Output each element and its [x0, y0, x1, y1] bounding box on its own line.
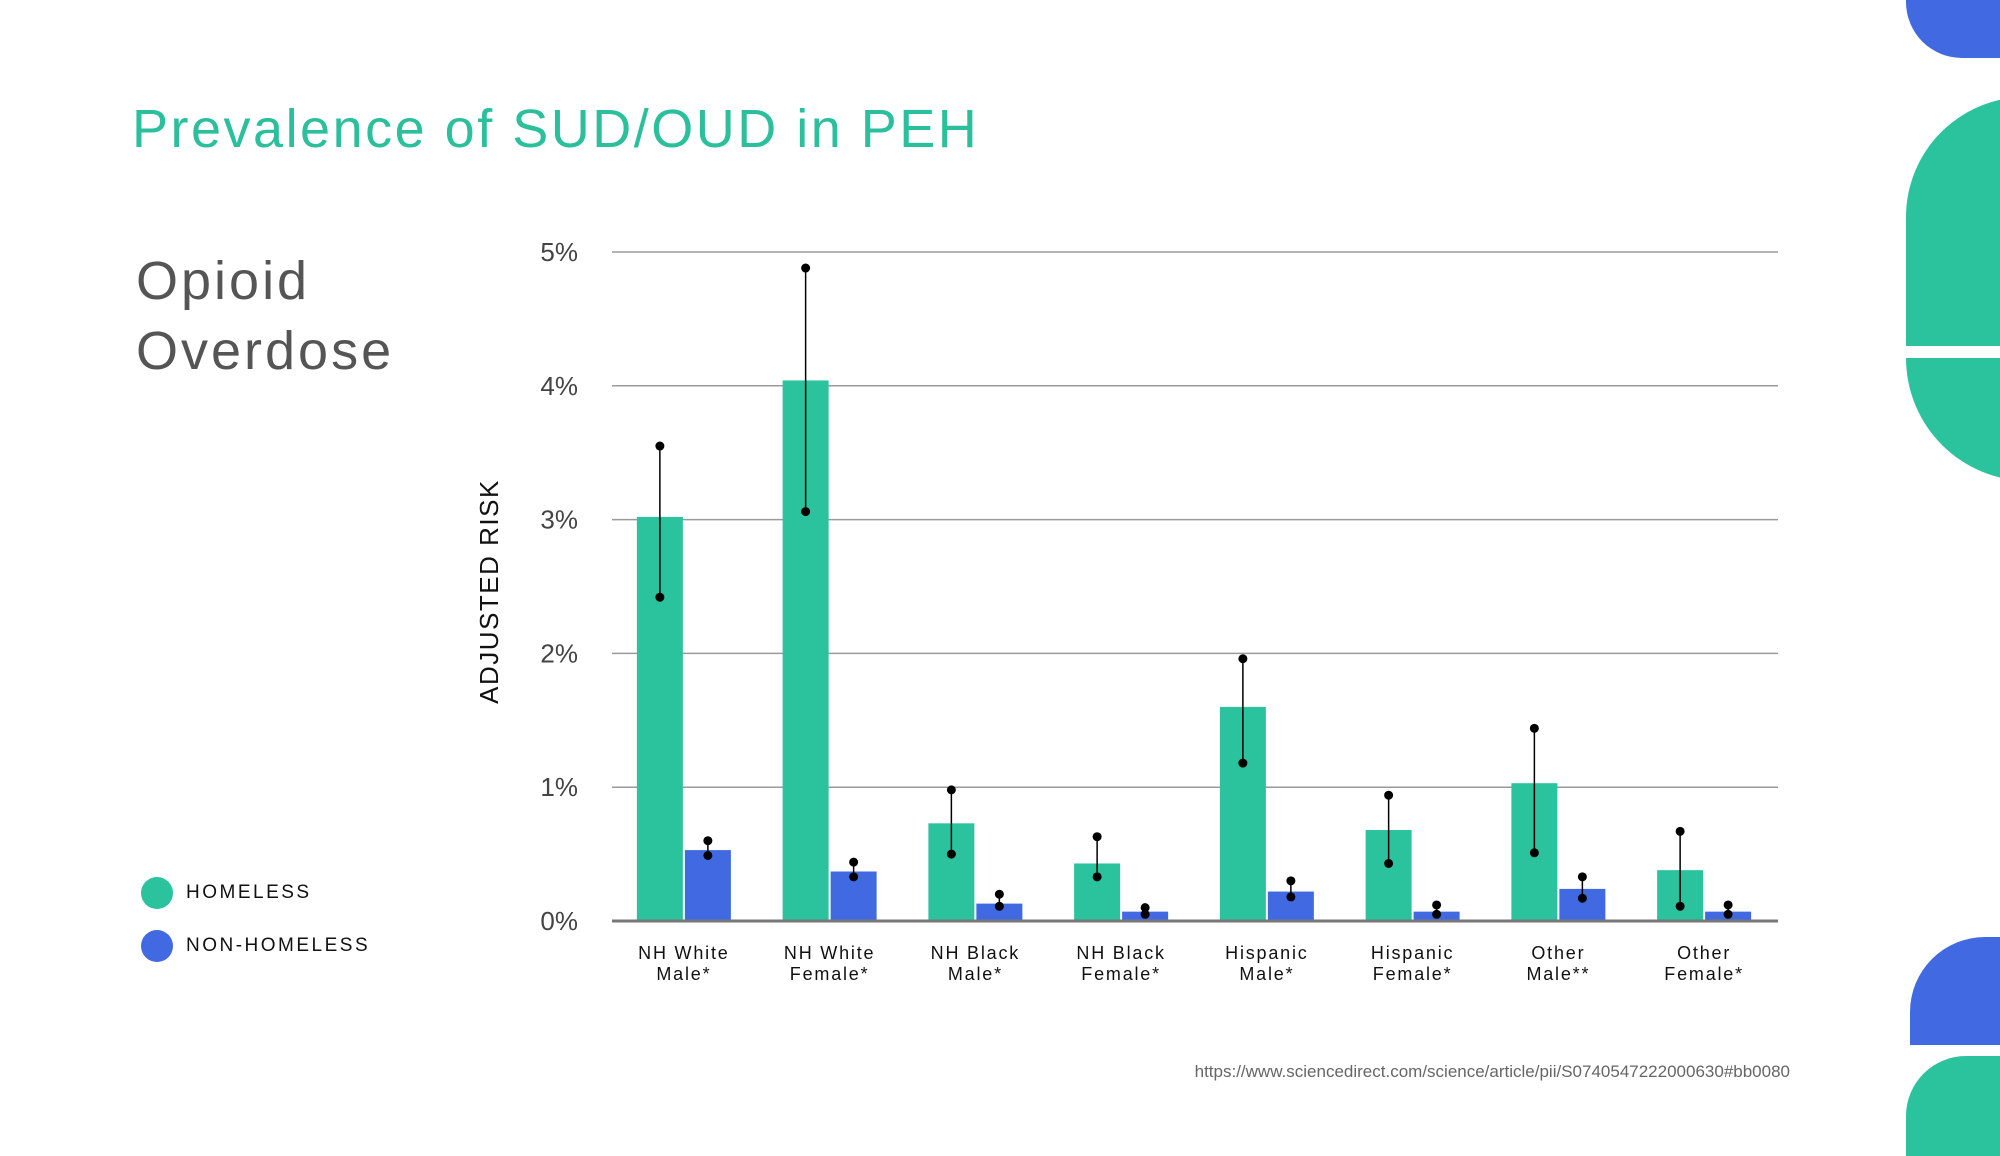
y-tick-label: 3%	[540, 505, 578, 535]
legend-swatch-non-homeless	[141, 930, 173, 962]
error-bar-cap-low	[1384, 858, 1394, 868]
x-tick-label: Other	[1677, 943, 1731, 963]
error-bar-cap-low	[655, 592, 665, 602]
legend-item-homeless: HOMELESS	[141, 877, 370, 909]
y-tick-label: 2%	[540, 638, 578, 668]
legend-item-non-homeless: NON-HOMELESS	[141, 930, 370, 962]
chart-legend: HOMELESS NON-HOMELESS	[141, 877, 370, 983]
slide-subtitle: Opioid Overdose	[136, 251, 395, 381]
error-bar-cap-high	[994, 889, 1004, 899]
error-bar-cap-low	[801, 507, 811, 517]
error-bar-cap-low	[1432, 909, 1442, 919]
bar-non-homeless	[684, 850, 731, 921]
error-bar-cap-low	[1577, 893, 1587, 903]
slide-title: Prevalence of SUD/OUD in PEH	[132, 99, 980, 159]
bar-non-homeless	[976, 903, 1023, 921]
error-bar-cap-low	[1238, 758, 1248, 768]
x-tick-label: Female*	[1081, 964, 1161, 984]
x-tick-label: Male*	[948, 964, 1003, 984]
x-tick-label: Hispanic	[1225, 943, 1308, 963]
error-bar-cap-low	[849, 872, 859, 882]
error-bar-cap-high	[1092, 832, 1102, 842]
error-bar-cap-low	[1286, 892, 1296, 902]
x-tick-label: NH Black	[931, 943, 1020, 963]
x-tick-label: NH Black	[1076, 943, 1165, 963]
y-tick-label: 5%	[540, 237, 578, 267]
x-tick-label: Male*	[656, 964, 711, 984]
x-tick-label: Other	[1531, 943, 1585, 963]
error-bar-cap-low	[1140, 909, 1150, 919]
error-bar-cap-low	[1675, 901, 1685, 911]
error-bar-cap-high	[801, 263, 811, 273]
legend-swatch-homeless	[141, 877, 173, 909]
error-bar-cap-high	[946, 785, 956, 795]
legend-label-non-homeless: NON-HOMELESS	[186, 935, 371, 956]
error-bar-cap-low	[1529, 848, 1539, 858]
x-tick-label: Female*	[1373, 964, 1453, 984]
x-tick-label: Female*	[790, 964, 870, 984]
error-bar-cap-high	[1675, 826, 1685, 836]
y-tick-label: 0%	[540, 906, 578, 936]
y-axis-label: ADJUSTED RISK	[474, 479, 504, 704]
error-bar-cap-high	[1238, 654, 1248, 664]
error-bar-cap-low	[1092, 872, 1102, 882]
x-tick-label: Female*	[1664, 964, 1744, 984]
x-tick-label: Male**	[1526, 964, 1590, 984]
error-bar-cap-high	[1140, 903, 1150, 913]
error-bar-cap-high	[1577, 872, 1587, 882]
x-tick-label: NH White	[638, 943, 729, 963]
error-bar-cap-low	[1723, 909, 1733, 919]
x-tick-label: Hispanic	[1371, 943, 1454, 963]
x-tick-label: Male*	[1239, 964, 1294, 984]
error-bar-cap-high	[1286, 876, 1296, 886]
y-tick-label: 1%	[540, 772, 578, 802]
y-tick-label: 4%	[540, 371, 578, 401]
source-url: https://www.sciencedirect.com/science/ar…	[1194, 1062, 1790, 1081]
error-bar-cap-high	[1384, 790, 1394, 800]
error-bar-cap-high	[1529, 723, 1539, 733]
error-bar-cap-low	[703, 850, 713, 860]
x-tick-label: NH White	[784, 943, 875, 963]
error-bar-cap-high	[849, 857, 859, 867]
error-bar-cap-high	[1432, 900, 1442, 910]
error-bar-cap-low	[946, 849, 956, 859]
error-bar-cap-high	[655, 441, 665, 451]
error-bar-cap-low	[994, 901, 1004, 911]
legend-label-homeless: HOMELESS	[186, 882, 312, 903]
error-bar-cap-high	[1723, 900, 1733, 910]
error-bar-cap-high	[703, 836, 713, 846]
